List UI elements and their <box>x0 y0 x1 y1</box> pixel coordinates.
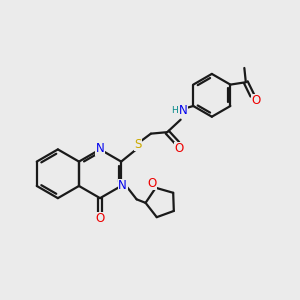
Text: O: O <box>251 94 261 107</box>
Text: N: N <box>96 142 104 155</box>
Text: N: N <box>178 104 188 117</box>
Text: O: O <box>148 176 157 190</box>
Text: S: S <box>134 138 142 151</box>
Text: O: O <box>174 142 184 155</box>
Text: H: H <box>171 106 178 115</box>
Text: N: N <box>118 179 127 193</box>
Text: O: O <box>95 212 105 226</box>
